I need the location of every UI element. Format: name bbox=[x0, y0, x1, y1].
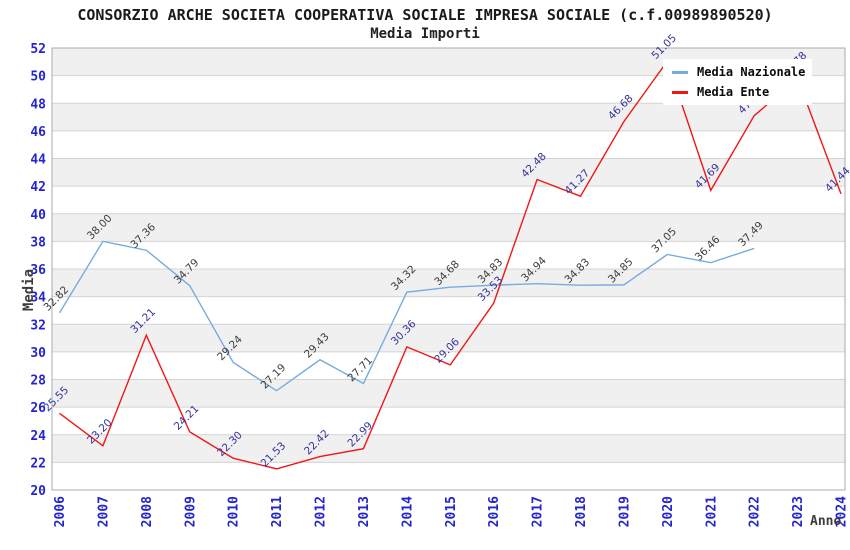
y-tick-label: 30 bbox=[30, 346, 46, 361]
series-line-media-nazionale bbox=[58, 240, 755, 392]
y-tick-label: 48 bbox=[30, 97, 46, 112]
grid-band bbox=[52, 213, 845, 242]
x-tick-label: 2022 bbox=[748, 496, 763, 527]
grid-bands bbox=[52, 48, 845, 463]
y-tick-label: 40 bbox=[30, 208, 46, 223]
y-tick-label: 24 bbox=[30, 429, 46, 444]
x-tick-label: 2024 bbox=[835, 496, 850, 527]
x-tick-label: 2007 bbox=[96, 496, 111, 527]
y-tick-label: 22 bbox=[30, 456, 46, 471]
x-tick-label: 2008 bbox=[140, 496, 155, 527]
y-tick-label: 38 bbox=[30, 235, 46, 250]
legend-label: Media Nazionale bbox=[697, 65, 806, 79]
y-tick-label: 28 bbox=[30, 374, 46, 389]
grid-band bbox=[52, 324, 845, 352]
y-axis-ticks: 20 22 24 26 28 30 32 34 36 38 40 42 44 46 48 50 52 bbox=[30, 42, 46, 499]
x-tick-label: 2016 bbox=[487, 496, 502, 527]
y-tick-label: 50 bbox=[30, 70, 46, 85]
grid-band bbox=[52, 269, 845, 297]
y-tick-label: 34 bbox=[30, 291, 46, 306]
y-tick-label: 42 bbox=[30, 180, 46, 195]
grid-band bbox=[52, 158, 845, 187]
x-axis-ticks: 2006 2007 2008 2009 2010 2011 2012 2013 2014 2015… bbox=[53, 496, 850, 527]
y-axis-title: Media bbox=[21, 268, 37, 312]
y-tick-label: 20 bbox=[30, 484, 46, 499]
y-tick-label: 44 bbox=[30, 153, 46, 168]
x-axis-title: Anno bbox=[810, 514, 842, 529]
x-tick-label: 2017 bbox=[531, 496, 546, 527]
x-tick-label: 2015 bbox=[444, 496, 459, 527]
x-tick-label: 2006 bbox=[53, 496, 68, 527]
y-tick-label: 46 bbox=[30, 125, 46, 140]
x-tick-label: 2012 bbox=[314, 496, 329, 527]
x-tick-label: 2009 bbox=[183, 496, 198, 527]
grid-band bbox=[52, 379, 845, 408]
x-tick-label: 2010 bbox=[227, 496, 242, 527]
y-tick-label: 26 bbox=[30, 401, 46, 416]
grid-band bbox=[52, 434, 845, 463]
legend-row-media-nazionale: Media Nazionale bbox=[672, 65, 812, 79]
legend-row-media-ente: Media Ente bbox=[672, 85, 812, 99]
grid-band bbox=[52, 103, 845, 131]
legend-line-sample-nazionale bbox=[672, 70, 688, 74]
x-tick-label: 2020 bbox=[661, 496, 676, 527]
x-tick-label: 2011 bbox=[270, 496, 285, 527]
y-tick-label: 32 bbox=[30, 318, 46, 333]
x-tick-label: 2021 bbox=[704, 496, 719, 527]
y-tick-label: 36 bbox=[30, 263, 46, 278]
legend-label: Media Ente bbox=[697, 85, 770, 99]
plot-border bbox=[51, 47, 846, 491]
x-tick-label: 2014 bbox=[400, 496, 415, 527]
x-tick-label: 2018 bbox=[574, 496, 589, 527]
chart-title: CONSORZIO ARCHE SOCIETA COOPERATIVA SOCI… bbox=[77, 6, 773, 24]
x-tick-label: 2023 bbox=[791, 496, 806, 527]
y-tick-label: 52 bbox=[30, 42, 46, 57]
x-tick-label: 2013 bbox=[357, 496, 372, 527]
legend: Media Nazionale Media Ente bbox=[663, 59, 812, 105]
chart-subtitle: Media Importi bbox=[370, 26, 480, 42]
legend-line-sample-ente bbox=[672, 90, 688, 94]
series-line-media-ente bbox=[59, 59, 842, 470]
x-tick-label: 2019 bbox=[617, 496, 632, 527]
